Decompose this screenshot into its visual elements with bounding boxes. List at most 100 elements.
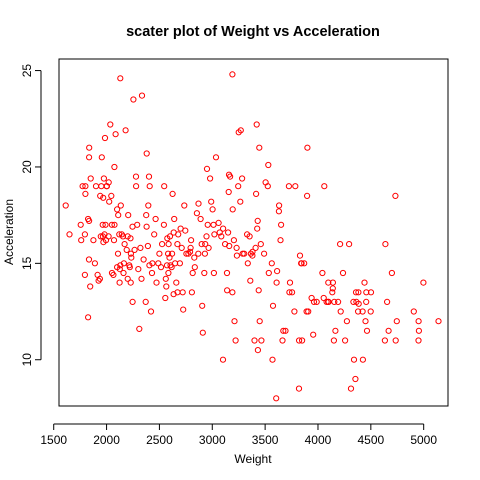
data-point [291,308,298,315]
data-point [201,269,208,277]
data-point [273,395,280,402]
data-point [320,294,327,302]
data-point [355,300,362,307]
data-point [117,202,124,209]
data-point [292,183,299,190]
data-point [205,244,212,251]
data-point [156,250,163,257]
data-point [199,302,206,309]
data-point [363,327,371,334]
data-point [169,250,176,257]
data-point [304,192,311,199]
data-point [187,244,194,251]
data-point [78,237,85,244]
data-point [136,325,143,332]
data-point [92,183,100,190]
data-point [239,175,246,182]
data-point [241,250,248,257]
data-point [82,190,89,197]
data-point [90,237,97,244]
data-point [165,269,172,277]
data-point [62,202,69,209]
data-point [195,200,202,207]
data-point [319,269,326,277]
data-point [187,248,194,255]
data-point [258,337,265,344]
data-point [256,144,263,151]
x-tick-label: 4500 [357,433,384,447]
data-point [343,318,350,325]
data-point [237,127,244,134]
data-point [279,337,286,344]
data-point [388,269,395,277]
data-point [276,202,283,209]
data-point [223,269,231,277]
data-point [163,283,170,290]
data-point [415,327,422,334]
data-point [415,318,422,325]
data-point [179,289,186,296]
data-point [81,231,89,238]
data-point [114,206,121,213]
data-point [127,250,134,257]
data-point [82,183,89,190]
data-point [235,183,242,190]
data-point [280,327,287,334]
data-point [229,206,236,213]
data-point [329,285,336,292]
data-point [337,308,344,315]
data-point [361,279,368,286]
data-point [218,233,225,240]
data-point [321,183,328,190]
data-point [225,229,232,236]
data-point [210,221,217,228]
data-point [392,337,399,344]
x-tick-label: 5000 [410,433,437,447]
data-point [299,337,306,344]
data-point [132,173,140,180]
data-point [99,221,106,228]
data-point [246,233,253,240]
data-point [161,183,168,190]
data-point [329,289,336,296]
data-point [410,308,417,315]
data-point [108,192,115,199]
data-point [233,252,240,259]
data-point [107,121,114,128]
data-point [176,260,183,267]
data-point [254,217,261,224]
data-point [103,183,111,190]
data-point [332,327,339,334]
data-point [275,208,282,215]
data-point [127,279,134,286]
data-point [355,289,362,296]
data-point [225,188,232,196]
data-point [330,337,337,344]
data-point [232,337,239,344]
data-point [116,279,123,286]
data-point [188,237,195,244]
data-point [138,92,146,99]
data-point [253,121,260,128]
data-point [244,260,251,267]
data-point [140,256,147,263]
data-point [124,275,131,282]
data-point [110,271,117,278]
data-point [207,175,214,182]
data-point [133,183,140,190]
data-point [79,183,86,190]
data-point [329,279,336,286]
data-point [181,202,188,209]
data-point [86,154,93,161]
data-point [101,134,109,142]
data-point [256,318,263,325]
x-tick-label: 3000 [199,433,226,447]
data-point [91,260,99,267]
data-point [305,308,312,315]
data-point [110,237,118,244]
data-point [160,221,167,228]
data-point [296,252,304,259]
data-point [233,244,240,251]
data-point [286,279,294,286]
data-point [203,233,210,240]
